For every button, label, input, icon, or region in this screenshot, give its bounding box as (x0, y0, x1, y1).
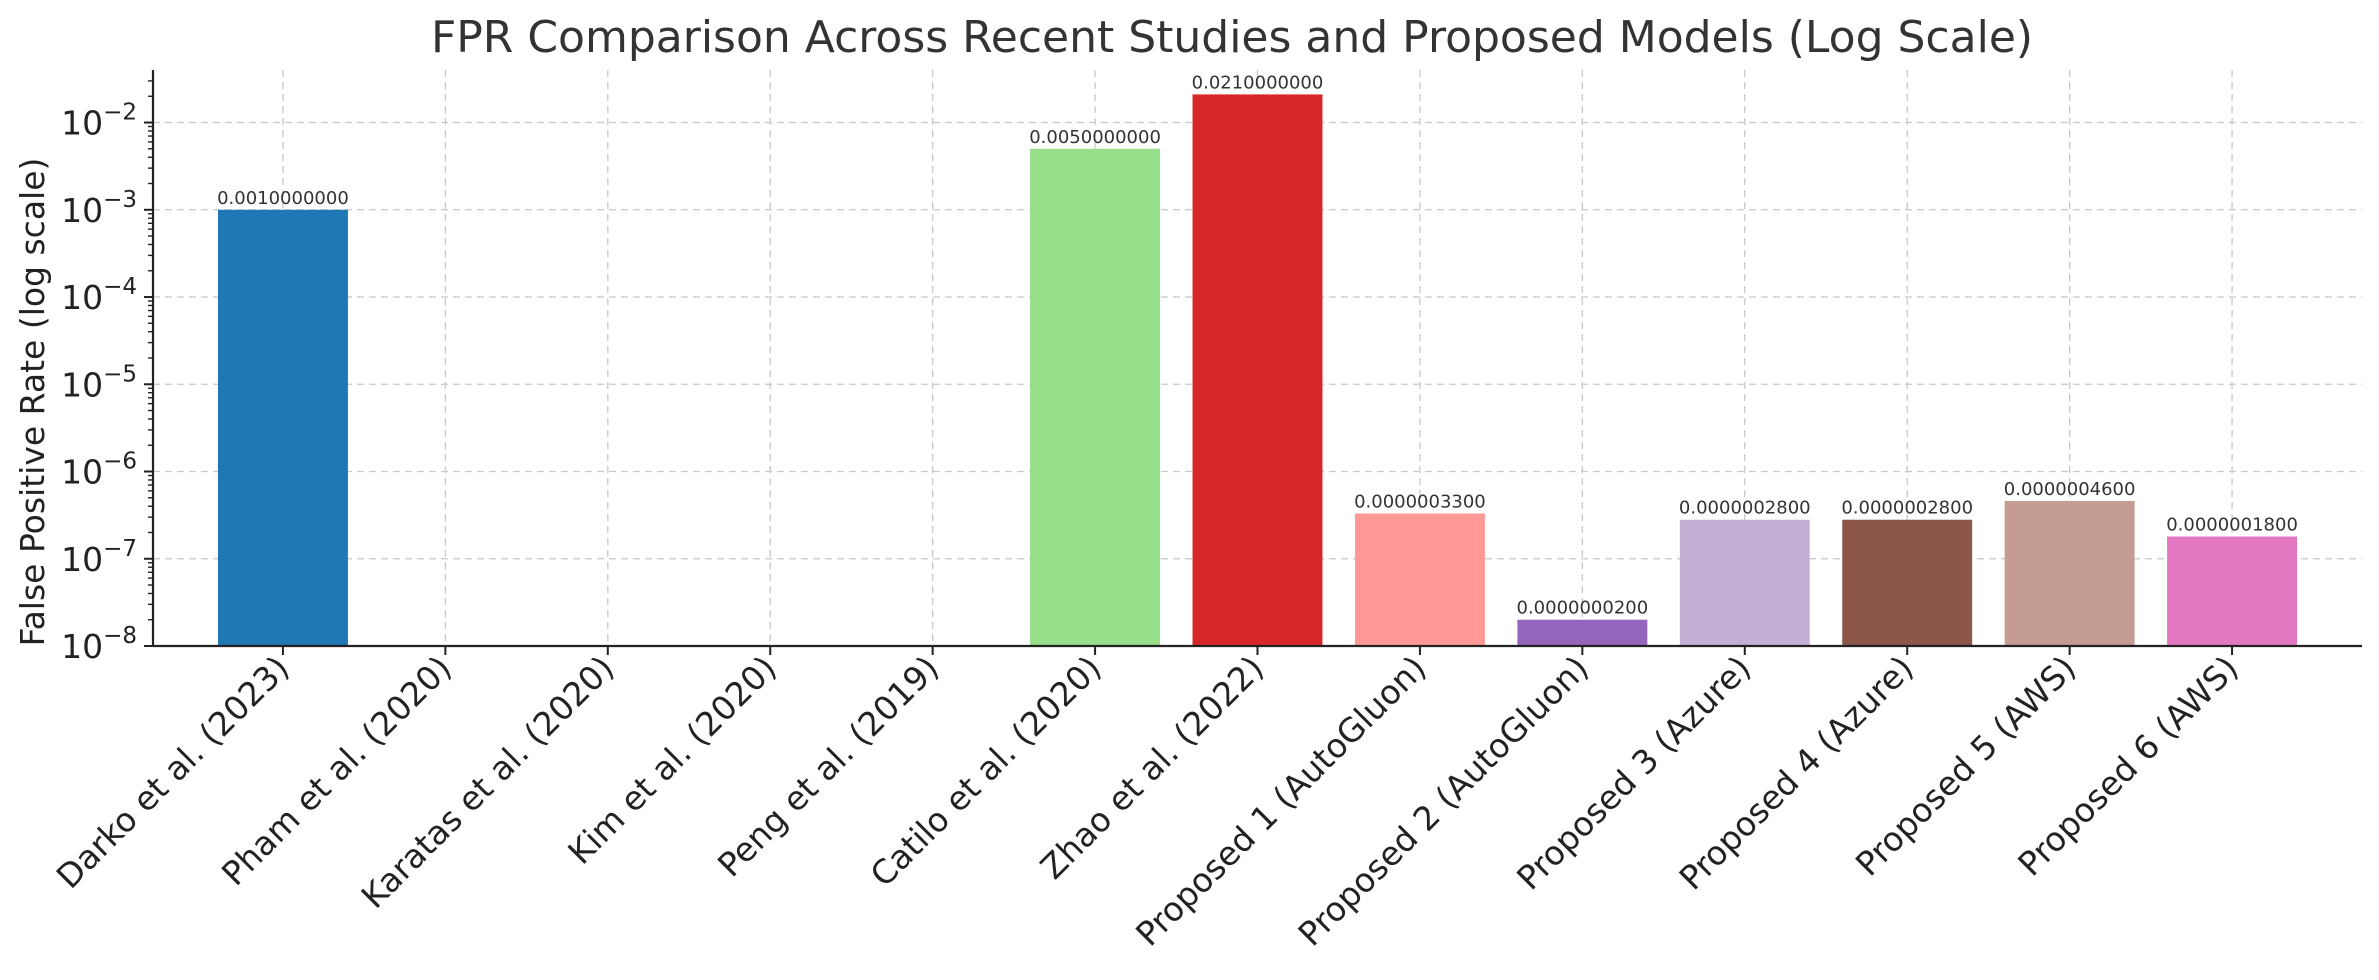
y-tick-exponent: −8 (103, 623, 137, 649)
y-tick-base: 10 (61, 627, 103, 666)
y-tick-exponent: −2 (103, 100, 137, 126)
bar (217, 209, 348, 646)
bar-value-label: 0.0000004600 (2004, 479, 2136, 500)
bar-value-label: 0.0210000000 (1192, 72, 1324, 93)
y-tick-exponent: −5 (103, 361, 137, 387)
y-tick-base: 10 (61, 453, 103, 492)
y-tick-label: 10−8 (61, 623, 137, 666)
bar (1192, 94, 1323, 646)
y-tick-exponent: −3 (103, 187, 137, 213)
x-tick-label: Proposed 1 (AutoGluon) (1128, 648, 1434, 954)
bars (217, 94, 2298, 646)
y-tick-label: 10−4 (61, 274, 137, 317)
y-tick-base: 10 (61, 540, 103, 579)
bar (1679, 519, 1810, 646)
x-tick-labels: Darko et al. (2023)Pham et al. (2020)Kar… (49, 648, 2246, 954)
data-labels: 0.0010000000 0.0050000000 0.0210000000 0.00… (217, 72, 2298, 618)
bar-value-label: 0.0000002800 (1679, 498, 1811, 519)
y-tick-base: 10 (61, 104, 103, 143)
y-tick-label: 10−3 (61, 187, 137, 230)
bar (2167, 536, 2298, 646)
bar-value-label: 0.0010000000 (217, 188, 349, 209)
y-tick-exponent: −4 (103, 274, 137, 300)
y-tick-label: 10−6 (61, 449, 137, 492)
y-tick-label: 10−7 (61, 536, 137, 579)
y-tick-exponent: −6 (103, 449, 137, 475)
y-axis-label: False Positive Rate (log scale) (13, 158, 52, 647)
bar (1030, 148, 1161, 646)
bar-value-label: 0.0000002800 (1841, 498, 1973, 519)
bar-value-label: 0.0000001800 (2166, 514, 2298, 535)
y-tick-base: 10 (61, 365, 103, 404)
bar-value-label: 0.0000000200 (1517, 598, 1649, 619)
chart-title: FPR Comparison Across Recent Studies and… (431, 12, 2033, 63)
bar (2004, 500, 2135, 646)
x-tick-label: Proposed 2 (AutoGluon) (1291, 648, 1597, 954)
y-tick-label: 10−5 (61, 361, 137, 404)
bar (1517, 619, 1648, 646)
y-tick-exponent: −7 (103, 536, 137, 562)
y-tick-labels: 10−810−710−610−510−410−310−2 (61, 100, 137, 666)
bar (1842, 519, 1973, 646)
y-tick-label: 10−2 (61, 100, 137, 143)
axes (144, 70, 2362, 655)
bar (1354, 513, 1485, 646)
bar-value-label: 0.0000003300 (1354, 492, 1486, 513)
bar-value-label: 0.0050000000 (1029, 127, 1161, 148)
y-tick-base: 10 (61, 278, 103, 317)
y-tick-base: 10 (61, 191, 103, 230)
